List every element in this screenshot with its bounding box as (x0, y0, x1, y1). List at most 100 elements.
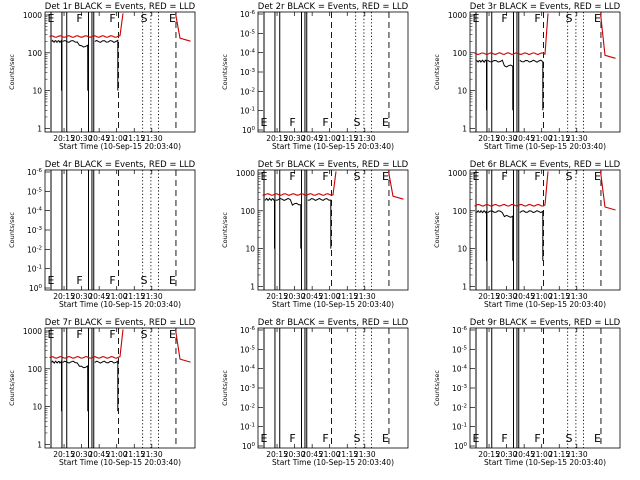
y-tick-label: 10-4 (27, 207, 43, 216)
flag-marker: E (261, 116, 268, 129)
x-tick-label: 21:15 (123, 134, 145, 143)
x-tick-label: 20:30 (71, 134, 93, 143)
y-axis-label: Counts/sec (433, 370, 441, 406)
flag-marker: E (382, 432, 389, 445)
y-tick-label: 10-5 (452, 345, 468, 354)
y-tick-label: 10 (32, 403, 42, 412)
flag-marker: S (141, 274, 148, 287)
x-tick-label: 20:45 (513, 292, 535, 301)
flag-marker: S (141, 328, 148, 341)
plot-frame (469, 327, 621, 449)
plot-frame (44, 327, 196, 449)
x-axis-label: Start Time (10-Sep-15 20:03:40) (272, 300, 394, 309)
y-tick-label: 10-4 (452, 365, 468, 374)
x-tick-label: 21:30 (354, 134, 376, 143)
flag-marker: E (594, 170, 601, 183)
plot-frame (469, 11, 621, 133)
x-tick-label: 20:15 (478, 292, 500, 301)
y-axis-label: Counts/sec (8, 370, 16, 406)
x-tick-label: 20:15 (478, 134, 500, 143)
flag-marker: F (534, 170, 540, 183)
x-tick-label: 20:45 (88, 134, 110, 143)
x-tick-label: 21:15 (548, 134, 570, 143)
x-tick-label: 21:00 (106, 134, 128, 143)
x-tick-label: 21:00 (106, 450, 128, 459)
x-tick-label: 21:00 (319, 134, 341, 143)
y-tick-label: 100 (241, 207, 256, 216)
y-tick-label: 10-5 (27, 187, 43, 196)
flag-marker: F (501, 12, 507, 25)
detector-panel: Det 4r BLACK = Events, RED = LLD Counts/s… (8, 160, 196, 309)
panel-title: Det 5r BLACK = Events, RED = LLD (258, 160, 409, 170)
y-tick-label: 100 (453, 207, 468, 216)
lld-series-line (474, 171, 616, 211)
flag-marker: F (501, 170, 507, 183)
x-tick-label: 20:45 (88, 292, 110, 301)
x-tick-label: 21:00 (319, 292, 341, 301)
lld-series-line (49, 329, 191, 363)
y-tick-label: 10-6 (240, 326, 256, 335)
flag-marker: F (109, 328, 115, 341)
y-axis-label: Counts/sec (433, 54, 441, 90)
x-tick-label: 20:30 (284, 134, 306, 143)
x-tick-label: 21:15 (336, 134, 358, 143)
flag-marker: S (354, 170, 361, 183)
flag-marker: F (109, 274, 115, 287)
x-tick-label: 20:15 (478, 450, 500, 459)
x-tick-label: 21:15 (336, 292, 358, 301)
events-series-line (264, 197, 332, 249)
x-tick-label: 21:00 (531, 292, 553, 301)
flag-marker: E (594, 12, 601, 25)
x-tick-label: 21:30 (566, 292, 588, 301)
y-tick-label: 10 (457, 245, 467, 254)
y-tick-label: 10-5 (240, 345, 256, 354)
detector-panel: Det 9r BLACK = Events, RED = LLD Counts/s… (433, 318, 621, 467)
x-axis-label: Start Time (10-Sep-15 20:03:40) (484, 458, 606, 467)
flag-marker: S (566, 12, 573, 25)
flag-marker: F (76, 274, 82, 287)
x-tick-label: 21:15 (548, 292, 570, 301)
y-tick-label: 10 (32, 87, 42, 96)
x-tick-label: 20:15 (53, 134, 75, 143)
flag-marker: E (382, 116, 389, 129)
x-tick-label: 20:45 (513, 450, 535, 459)
x-tick-label: 20:45 (301, 134, 323, 143)
flag-marker: E (473, 12, 480, 25)
panel-title: Det 9r BLACK = Events, RED = LLD (470, 318, 621, 328)
x-axis-label: Start Time (10-Sep-15 20:03:40) (59, 300, 181, 309)
x-tick-label: 20:30 (284, 450, 306, 459)
flag-marker: F (109, 12, 115, 25)
flag-marker: F (501, 432, 507, 445)
y-tick-label: 10-5 (240, 29, 256, 38)
x-axis-label: Start Time (10-Sep-15 20:03:40) (484, 142, 606, 151)
x-tick-label: 20:15 (53, 292, 75, 301)
y-tick-label: 10-1 (452, 423, 467, 432)
y-tick-label: 1 (37, 440, 42, 449)
y-tick-label: 100 (29, 284, 43, 293)
y-tick-label: 1 (462, 124, 467, 133)
flag-marker: F (534, 12, 540, 25)
y-tick-label: 10-1 (240, 423, 255, 432)
flag-marker: F (76, 328, 82, 341)
x-tick-label: 20:15 (266, 450, 288, 459)
plot-frame (469, 169, 621, 291)
y-tick-label: 10-3 (452, 384, 468, 393)
panel-title: Det 4r BLACK = Events, RED = LLD (45, 160, 196, 170)
plot-frame (257, 11, 409, 133)
x-axis-label: Start Time (10-Sep-15 20:03:40) (272, 142, 394, 151)
panel-title: Det 6r BLACK = Events, RED = LLD (470, 160, 621, 170)
plot-frame (44, 11, 196, 133)
x-tick-label: 21:00 (106, 292, 128, 301)
y-tick-label: 10-1 (27, 265, 42, 274)
detector-panel: Det 2r BLACK = Events, RED = LLD Counts/s… (221, 2, 409, 151)
y-tick-label: 10-3 (240, 68, 256, 77)
x-axis-label: Start Time (10-Sep-15 20:03:40) (59, 142, 181, 151)
x-tick-label: 20:45 (88, 450, 110, 459)
x-tick-label: 20:15 (53, 450, 75, 459)
y-tick-label: 1 (37, 124, 42, 133)
flag-marker: E (48, 328, 55, 341)
x-axis-label: Start Time (10-Sep-15 20:03:40) (484, 300, 606, 309)
flag-marker: F (534, 432, 540, 445)
y-tick-label: 1000 (23, 327, 42, 336)
flag-marker: E (594, 432, 601, 445)
